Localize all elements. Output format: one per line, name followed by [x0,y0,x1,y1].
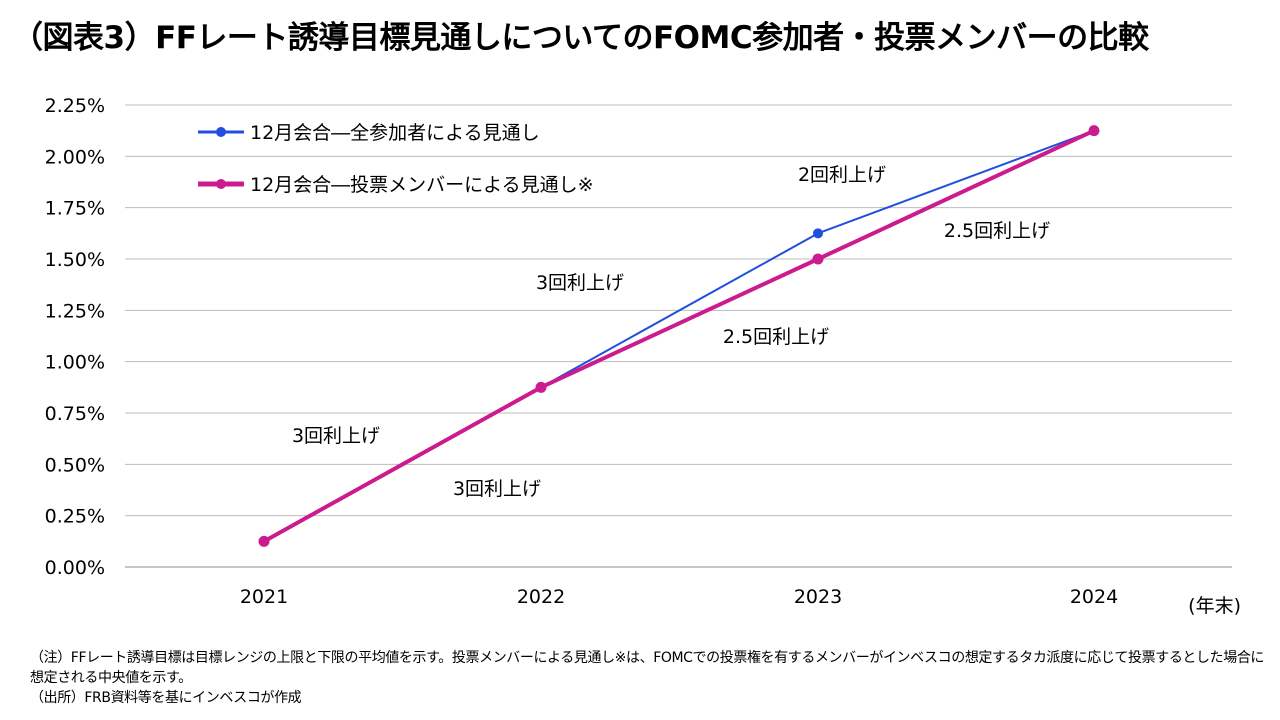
y-tick-label: 1.00% [45,352,105,374]
series-1-point [813,228,823,239]
series-2-point [535,381,547,393]
annotation-label: 2.5回利上げ [944,220,1050,242]
footnotes: （注）FFレート誘導目標は目標レンジの上限と下限の平均値を示す。投票メンバーによ… [30,648,1270,708]
y-tick-label: 2.00% [45,146,105,168]
y-tick-label: 1.25% [45,300,105,322]
legend-marker [216,127,226,137]
footnote-note: （注）FFレート誘導目標は目標レンジの上限と下限の平均値を示す。投票メンバーによ… [30,650,1265,686]
legend-marker [216,179,226,189]
y-tick-label: 0.75% [45,403,105,425]
y-tick-label: 2.25% [45,95,105,117]
y-tick-label: 0.50% [45,454,105,476]
y-tick-label: 0.00% [45,557,105,579]
annotation-label: 3回利上げ [292,425,380,447]
series-2-point [1088,125,1100,137]
annotation-label: 2.5回利上げ [723,326,829,348]
y-tick-label: 1.75% [45,198,105,220]
annotation-label: 3回利上げ [453,478,541,500]
legend-label: 12月会合―全参加者による見通し [250,122,540,144]
x-axis-unit: (年末) [1188,595,1241,617]
annotation-label: 3回利上げ [536,272,624,294]
legend-label: 12月会合―投票メンバーによる見通し※ [250,174,594,196]
x-tick-label: 2023 [794,586,842,608]
series-2-point [258,535,270,547]
y-tick-label: 1.50% [45,249,105,271]
chart-title: （図表3）FFレート誘導目標見通しについてのFOMC参加者・投票メンバーの比較 [12,20,1149,56]
series-line-2 [263,128,1095,544]
series-2-point [812,253,824,265]
annotation-label: 2回利上げ [798,164,886,186]
x-tick-label: 2022 [517,586,565,608]
line-chart: 0.00% 0.25% 0.50% 0.75% 1.00% 1.25% 1.50% 1.75%… [45,95,1241,617]
footnote-source: （出所）FRB資料等を基にインベスコが作成 [30,690,302,706]
x-tick-label: 2024 [1070,586,1118,608]
y-tick-label: 0.25% [45,506,105,528]
x-tick-label: 2021 [240,586,288,608]
